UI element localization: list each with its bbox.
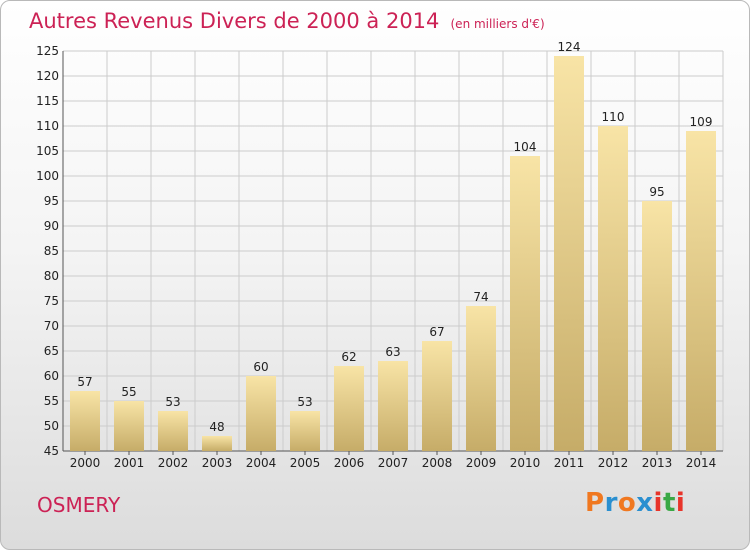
value-label: 53 [165, 395, 180, 409]
logo-letter: P [585, 488, 605, 518]
bar [466, 306, 496, 451]
town-name: OSMERY [37, 493, 121, 517]
value-label: 53 [297, 395, 312, 409]
bars [70, 56, 716, 451]
chart-subtitle: (en milliers d'€) [450, 17, 545, 31]
x-tick-label: 2007 [378, 456, 409, 470]
y-tick-label: 50 [44, 419, 59, 433]
bar [642, 201, 672, 451]
y-tick-label: 85 [44, 244, 59, 258]
y-tick-label: 80 [44, 269, 59, 283]
bar [598, 126, 628, 451]
x-tick-label: 2006 [334, 456, 365, 470]
value-label: 60 [253, 360, 268, 374]
bar [686, 131, 716, 451]
value-label: 95 [649, 185, 664, 199]
logo-letter: r [604, 488, 618, 518]
y-tick-label: 100 [36, 169, 59, 183]
value-label: 55 [121, 385, 136, 399]
x-tick-label: 2009 [466, 456, 497, 470]
bar [158, 411, 188, 451]
chart-title-block: Autres Revenus Divers de 2000 à 2014 (en… [29, 9, 545, 33]
proxiti-logo[interactable]: Proxiti [585, 488, 685, 518]
y-tick-label: 55 [44, 394, 59, 408]
value-label: 62 [341, 350, 356, 364]
value-label: 63 [385, 345, 400, 359]
bar [246, 376, 276, 451]
logo-letter: i [653, 488, 663, 518]
logo-letter: o [617, 488, 637, 518]
bar [510, 156, 540, 451]
x-tick-label: 2014 [686, 456, 717, 470]
value-label: 57 [77, 375, 92, 389]
y-tick-label: 45 [44, 444, 59, 458]
x-tick-label: 2001 [114, 456, 145, 470]
bar [290, 411, 320, 451]
bar [378, 361, 408, 451]
x-tick-label: 2000 [70, 456, 101, 470]
logo-letter: t [662, 488, 676, 518]
x-tick-label: 2008 [422, 456, 453, 470]
x-tick-label: 2004 [246, 456, 277, 470]
x-tick-label: 2003 [202, 456, 233, 470]
y-tick-label: 95 [44, 194, 59, 208]
value-label: 110 [602, 110, 625, 124]
y-tick-label: 65 [44, 344, 59, 358]
y-tick-label: 75 [44, 294, 59, 308]
value-label: 104 [514, 140, 537, 154]
y-tick-label: 115 [36, 94, 59, 108]
value-label: 48 [209, 420, 224, 434]
bar [334, 366, 364, 451]
y-tick-label: 120 [36, 69, 59, 83]
x-tick-label: 2005 [290, 456, 321, 470]
x-tick-label: 2002 [158, 456, 189, 470]
y-tick-label: 70 [44, 319, 59, 333]
y-tick-label: 90 [44, 219, 59, 233]
x-tick-label: 2011 [554, 456, 585, 470]
y-tick-label: 110 [36, 119, 59, 133]
x-tick-label: 2012 [598, 456, 629, 470]
bar [70, 391, 100, 451]
y-tick-label: 125 [36, 44, 59, 58]
value-label: 124 [558, 40, 581, 54]
logo-letter: i [675, 488, 686, 518]
y-tick-label: 105 [36, 144, 59, 158]
y-tick-label: 60 [44, 369, 59, 383]
value-label: 67 [429, 325, 444, 339]
chart-title: Autres Revenus Divers de 2000 à 2014 [29, 9, 440, 33]
labels: 45 50 55 60 65 70 75 80 85 90 95 100 105 110 115 120 125… [36, 40, 716, 470]
x-tick-label: 2010 [510, 456, 541, 470]
bar [422, 341, 452, 451]
bar [114, 401, 144, 451]
bar [202, 436, 232, 451]
x-tick-label: 2013 [642, 456, 673, 470]
value-label: 109 [690, 115, 713, 129]
bar [554, 56, 584, 451]
value-label: 74 [473, 290, 488, 304]
logo-letter: x [636, 488, 654, 518]
